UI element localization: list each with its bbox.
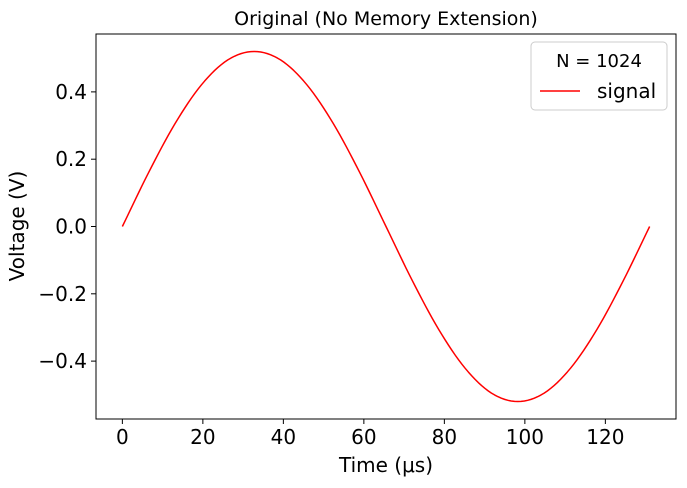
x-axis-label: Time (μs) xyxy=(338,453,433,477)
x-tick-label: 0 xyxy=(116,425,129,449)
x-tick-label: 120 xyxy=(586,425,624,449)
y-tick-label: 0.0 xyxy=(55,215,87,239)
x-tick-label: 20 xyxy=(190,425,215,449)
x-tick-label: 100 xyxy=(506,425,544,449)
y-axis-label: Voltage (V) xyxy=(5,171,29,282)
series-layer xyxy=(121,50,651,403)
y-axis: −0.4 −0.2 0.0 0.2 0.4 xyxy=(38,80,96,373)
series-line-signal xyxy=(121,50,651,403)
y-tick-label: 0.2 xyxy=(55,147,87,171)
x-axis: 0 20 40 60 80 100 120 xyxy=(116,419,624,449)
y-tick-label: −0.2 xyxy=(38,282,87,306)
y-tick-label: −0.4 xyxy=(38,349,87,373)
x-tick-label: 40 xyxy=(271,425,296,449)
legend-box xyxy=(530,41,668,111)
legend-title: N = 1024 xyxy=(556,51,642,72)
legend-label-signal: signal xyxy=(597,79,656,103)
chart-title: Original (No Memory Extension) xyxy=(234,8,538,30)
legend: N = 1024 signal xyxy=(530,41,668,111)
x-tick-label: 80 xyxy=(432,425,457,449)
x-tick-label: 60 xyxy=(351,425,376,449)
y-tick-label: 0.4 xyxy=(55,80,87,104)
